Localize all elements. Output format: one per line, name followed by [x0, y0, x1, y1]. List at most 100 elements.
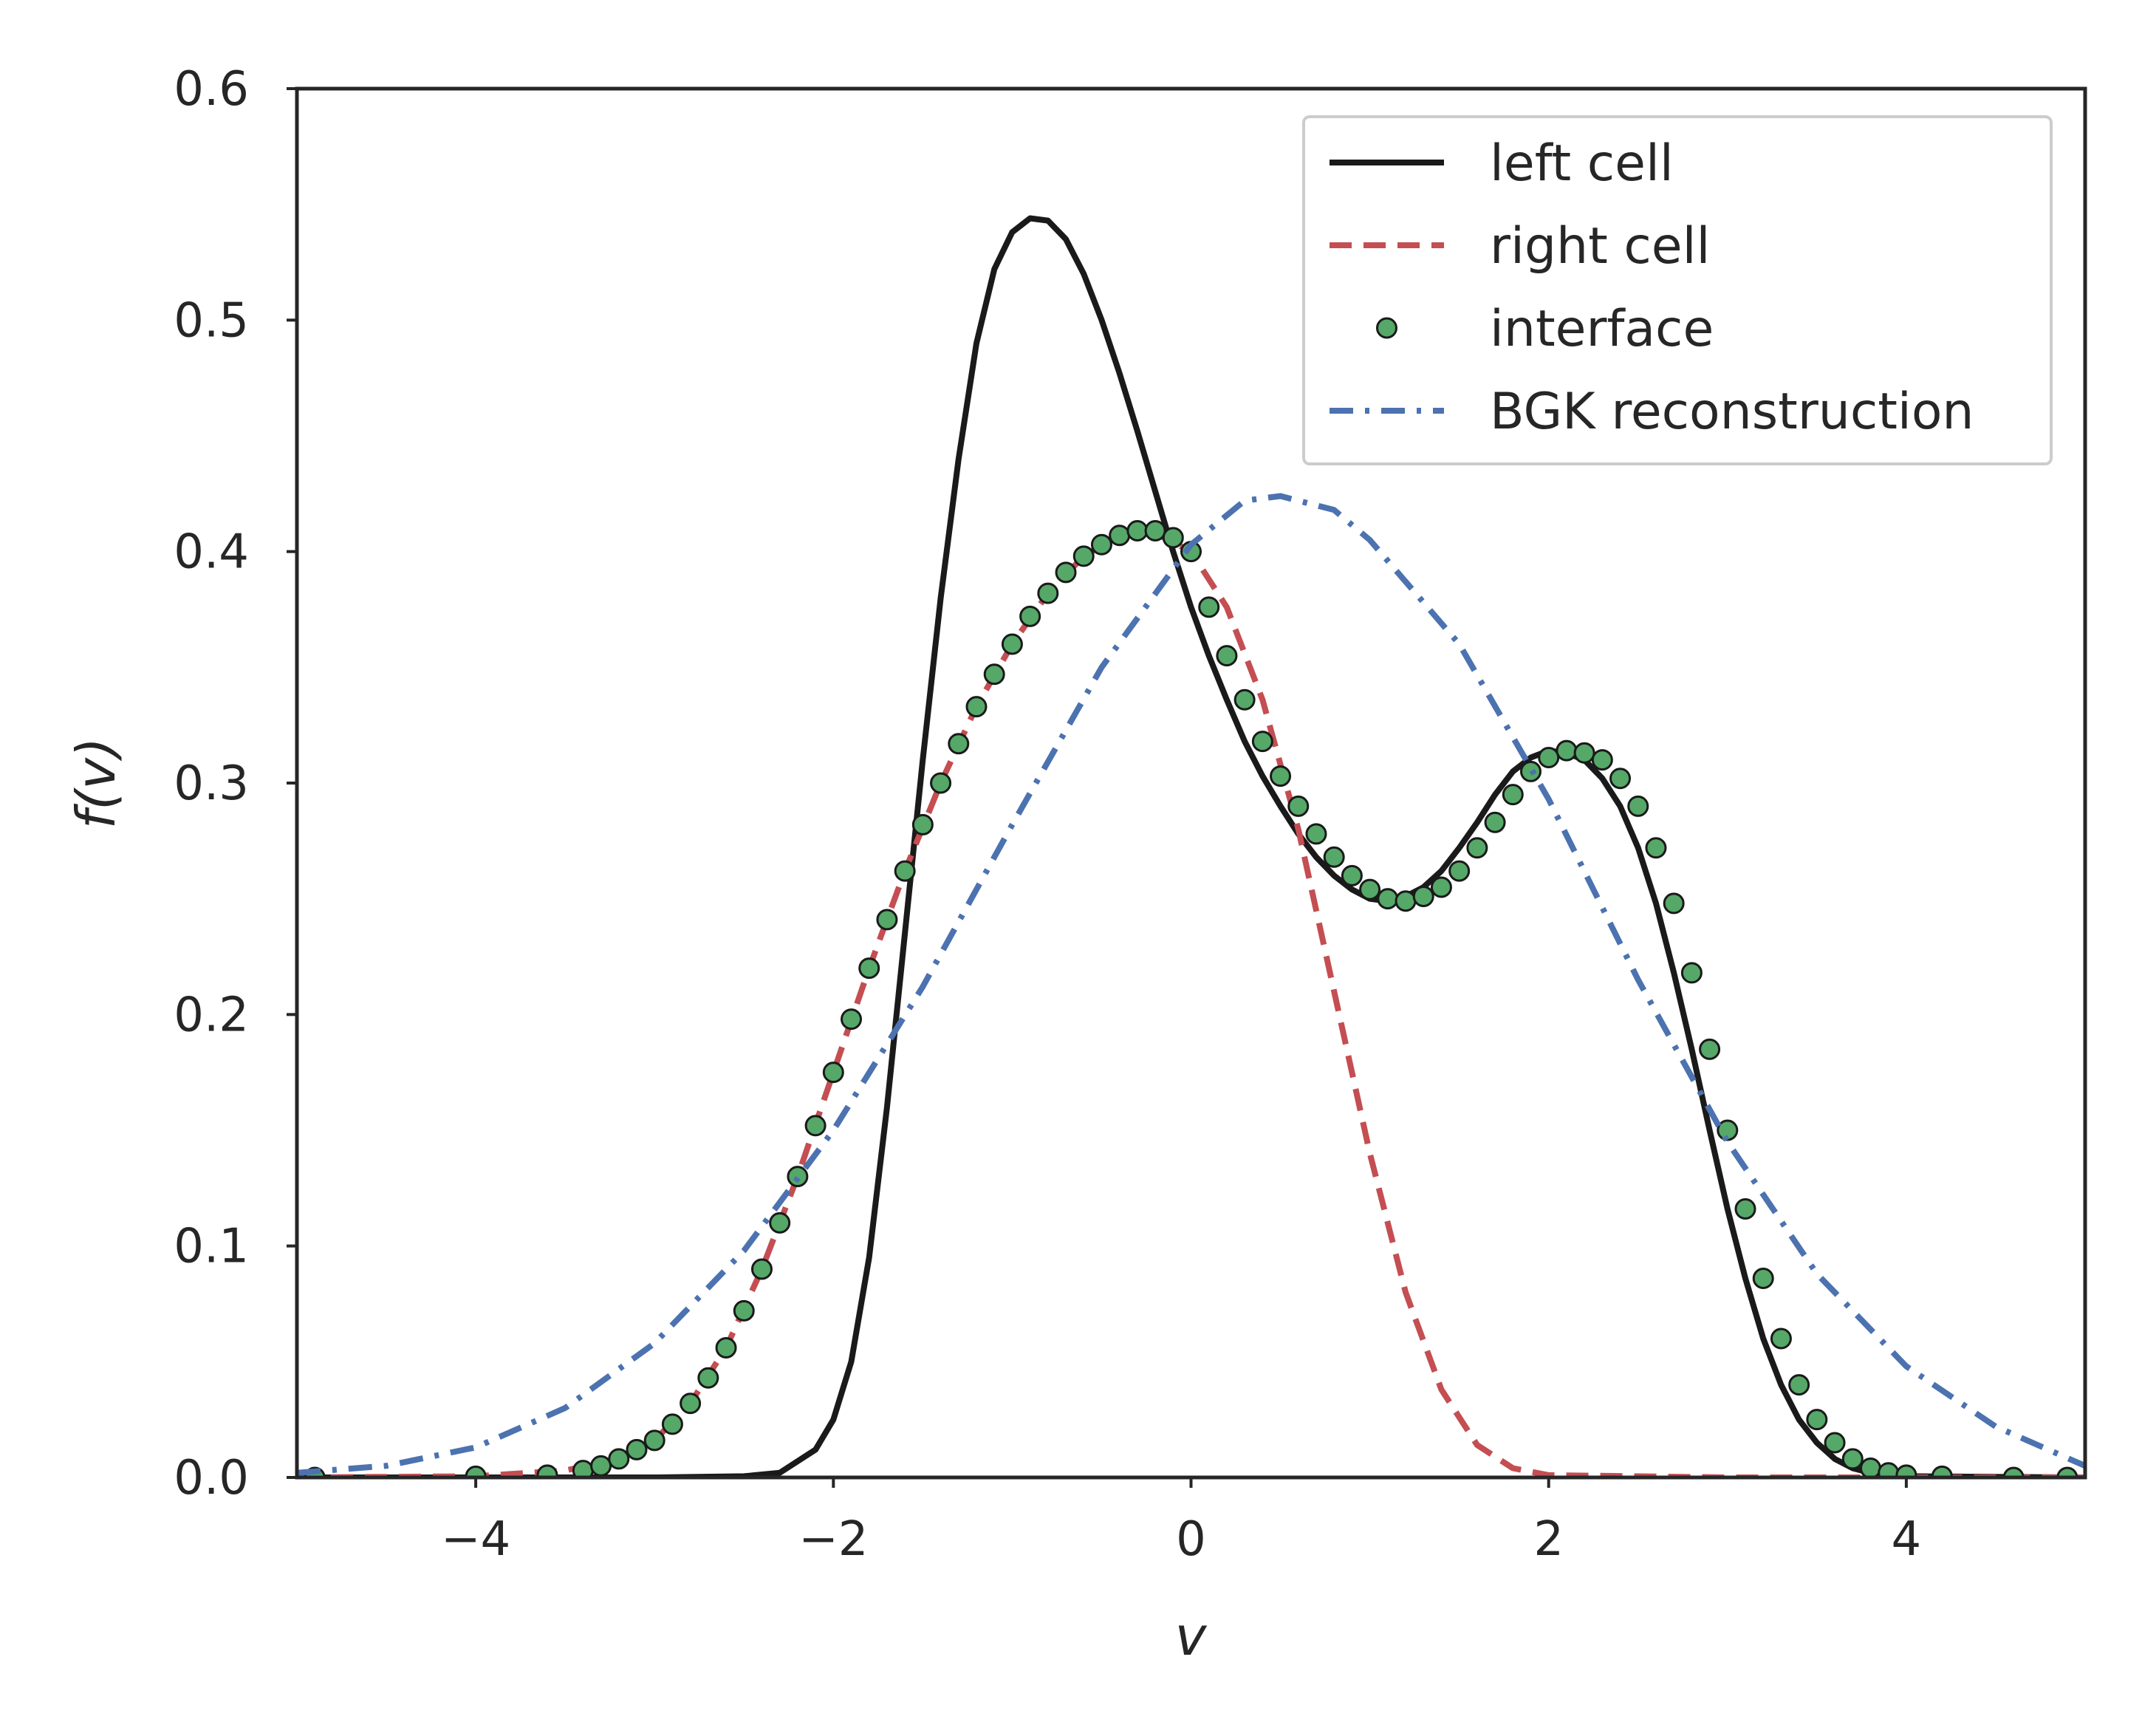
plot-frame [295, 86, 2087, 1480]
legend: left cell right cell interface BGK reconstr… [1302, 115, 2053, 465]
data-point [1323, 846, 1345, 868]
data-point [1680, 962, 1703, 984]
data-point [1216, 645, 1238, 667]
data-point [1233, 688, 1256, 711]
data-point [965, 696, 988, 718]
series-layer [297, 215, 2085, 1477]
data-point [1859, 1457, 1881, 1477]
data-point [841, 1008, 863, 1031]
data-point [1144, 519, 1166, 541]
legend-item-left-cell: left cell [1330, 134, 1674, 193]
data-point [1198, 596, 1220, 618]
data-point [1788, 1374, 1810, 1396]
data-point [697, 1367, 719, 1389]
data-point [1734, 1198, 1756, 1220]
data-point [1377, 888, 1399, 910]
x-axis-label: v [1175, 1605, 1208, 1667]
data-point [1287, 795, 1310, 817]
data-point [1752, 1268, 1774, 1290]
y-tick-label: 0.6 [174, 62, 249, 117]
data-point [769, 1212, 791, 1234]
series-line [297, 215, 2085, 1477]
data-point [911, 813, 934, 835]
data-point [1430, 876, 1452, 898]
legend-frame [1302, 115, 2053, 465]
y-tick-label: 0.5 [174, 293, 249, 348]
data-point [1770, 1327, 1792, 1350]
data-point [1466, 837, 1488, 859]
data-point [1448, 860, 1471, 882]
data-point [1109, 524, 1131, 547]
y-axis-ticks: 0.0 0.1 0.2 0.3 0.4 0.5 0.6 [174, 62, 297, 1506]
x-tick-label: 2 [1533, 1512, 1564, 1567]
y-tick-label: 0.4 [174, 525, 249, 580]
data-point [1090, 533, 1112, 556]
data-point [2002, 1466, 2025, 1477]
data-point [1251, 731, 1273, 753]
data-point [626, 1438, 648, 1460]
data-point [1645, 837, 1667, 859]
data-point [750, 1258, 773, 1280]
legend-label: right cell [1490, 217, 1710, 276]
legend-item-interface: interface [1376, 300, 1714, 358]
data-point [983, 663, 1005, 686]
data-point [1591, 749, 1613, 771]
data-point [733, 1299, 755, 1322]
data-point [1359, 878, 1381, 901]
data-point [787, 1166, 809, 1188]
x-tick-label: 4 [1892, 1512, 1922, 1567]
legend-marker [1376, 317, 1397, 339]
y-axis-label: f(v) [65, 737, 127, 829]
data-point [643, 1429, 665, 1452]
legend-item-right-cell: right cell [1330, 217, 1710, 276]
data-point [590, 1455, 612, 1477]
data-point [1395, 890, 1417, 912]
y-tick-label: 0.3 [174, 756, 249, 811]
data-point [1001, 633, 1023, 655]
data-point [1341, 864, 1363, 886]
legend-item-bgk-reconstruction: BGK reconstruction [1330, 383, 1974, 441]
data-point [1072, 545, 1095, 567]
data-point [1037, 582, 1059, 604]
data-point [804, 1115, 827, 1137]
data-point [715, 1337, 737, 1359]
data-point [680, 1392, 702, 1415]
data-point [822, 1062, 844, 1084]
data-point [1699, 1038, 1721, 1060]
data-point [1162, 527, 1184, 549]
data-point [1717, 1119, 1739, 1141]
data-point [876, 909, 898, 931]
data-point [1627, 795, 1649, 817]
data-point [1573, 742, 1595, 764]
data-point [1806, 1409, 1828, 1431]
data-point [1305, 823, 1327, 845]
data-point [1895, 1464, 1917, 1477]
data-point [1556, 739, 1578, 762]
y-tick-label: 0.0 [174, 1451, 249, 1506]
data-point [2056, 1466, 2078, 1477]
data-point [1126, 519, 1149, 541]
data-point [536, 1464, 558, 1477]
x-tick-label: 0 [1176, 1512, 1206, 1567]
legend-label: interface [1490, 300, 1714, 358]
x-axis-ticks: −4 −2 0 2 4 [441, 1477, 1921, 1567]
data-point [930, 772, 952, 794]
data-point [1055, 561, 1077, 584]
y-tick-label: 0.1 [174, 1220, 249, 1274]
y-tick-label: 0.2 [174, 988, 249, 1042]
data-point [858, 957, 880, 980]
data-point [608, 1448, 630, 1470]
data-point [894, 860, 916, 882]
data-point [1841, 1448, 1864, 1470]
series-interface [304, 519, 2078, 1477]
legend-label: left cell [1490, 134, 1674, 193]
data-point [1270, 765, 1292, 787]
data-point [1412, 886, 1434, 908]
data-point [1824, 1432, 1846, 1454]
legend-label: BGK reconstruction [1490, 383, 1974, 441]
data-point [661, 1413, 683, 1435]
data-point [1484, 811, 1506, 833]
data-point [1502, 784, 1524, 806]
data-point [1538, 747, 1560, 769]
